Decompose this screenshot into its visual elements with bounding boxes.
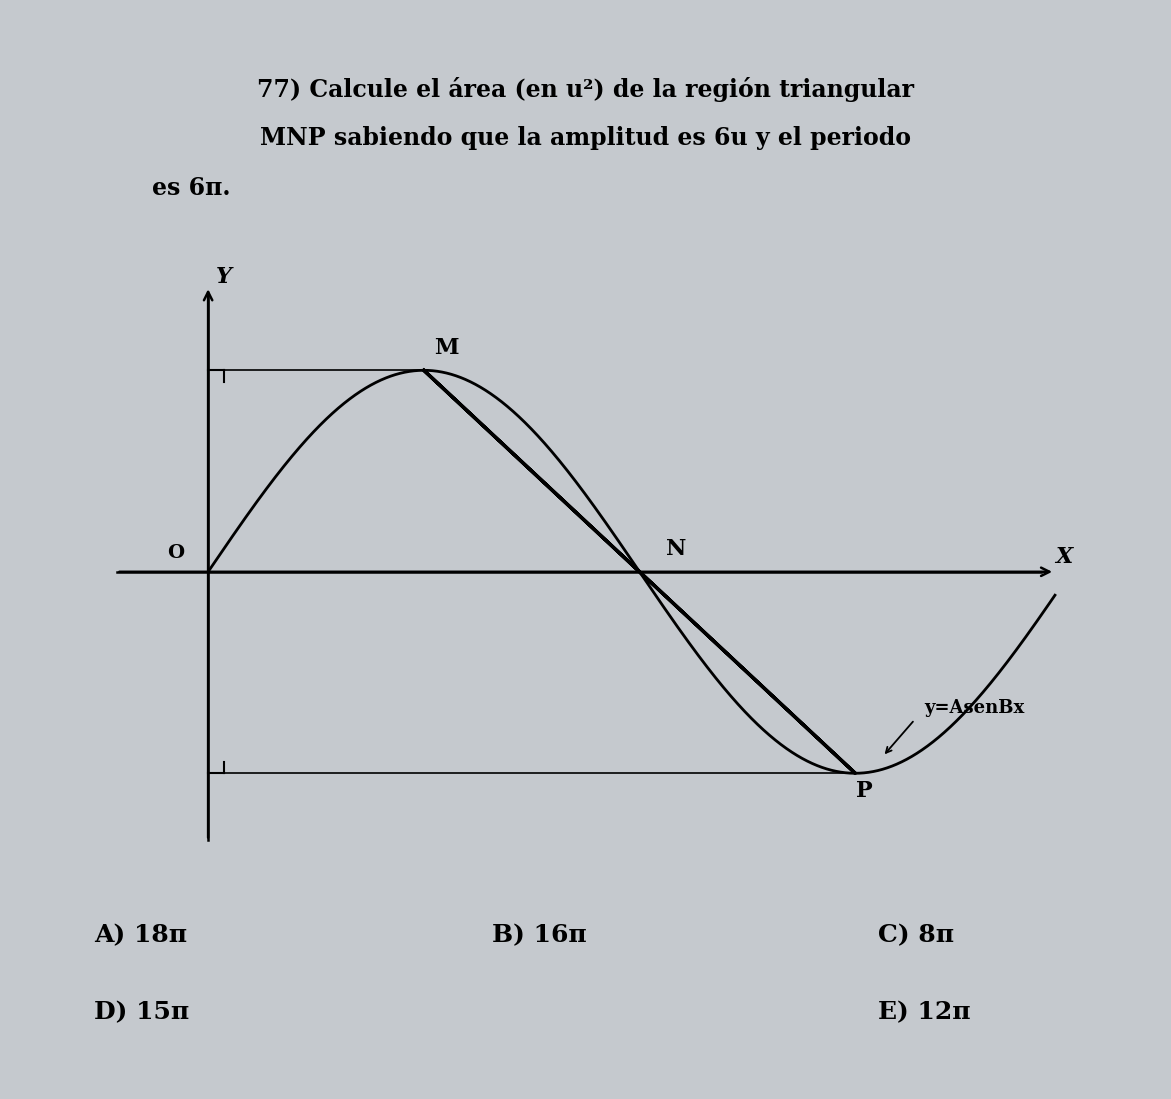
Text: M: M	[434, 336, 459, 358]
Text: MNP sabiendo que la amplitud es 6u y el periodo: MNP sabiendo que la amplitud es 6u y el …	[260, 126, 911, 151]
Text: X: X	[1055, 546, 1073, 568]
Text: N: N	[666, 539, 686, 560]
Text: O: O	[167, 544, 185, 563]
Text: A) 18π: A) 18π	[94, 923, 187, 947]
Text: B) 16π: B) 16π	[492, 923, 587, 947]
Text: D) 15π: D) 15π	[94, 1000, 189, 1024]
Text: Y: Y	[217, 266, 232, 288]
Text: E) 12π: E) 12π	[878, 1000, 971, 1024]
Text: es 6π.: es 6π.	[152, 176, 231, 200]
Text: C) 8π: C) 8π	[878, 923, 954, 947]
Text: P: P	[856, 780, 872, 802]
Text: y=AsenBx: y=AsenBx	[924, 699, 1025, 717]
Text: 77) Calcule el área (en u²) de la región triangular: 77) Calcule el área (en u²) de la región…	[256, 77, 915, 102]
